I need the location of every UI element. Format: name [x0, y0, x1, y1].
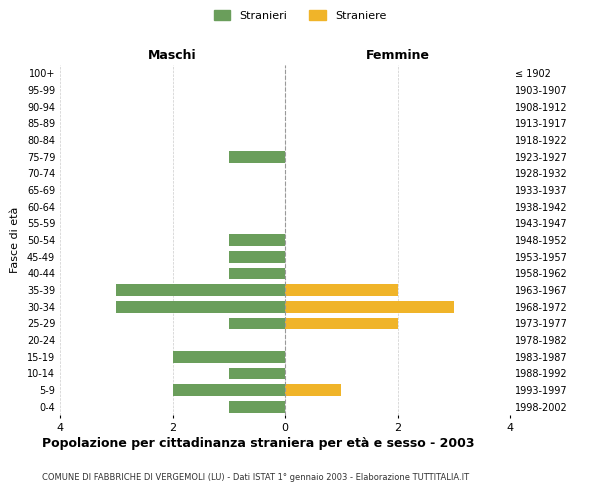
Bar: [285, 384, 341, 396]
Bar: [229, 151, 285, 162]
Bar: [173, 384, 285, 396]
Bar: [285, 318, 398, 329]
Bar: [229, 234, 285, 246]
Legend: Stranieri, Straniere: Stranieri, Straniere: [209, 6, 391, 25]
Bar: [229, 268, 285, 279]
Bar: [116, 284, 285, 296]
Bar: [229, 401, 285, 412]
Bar: [229, 251, 285, 262]
Bar: [285, 284, 398, 296]
Bar: [229, 368, 285, 379]
Text: Maschi: Maschi: [148, 48, 197, 62]
Y-axis label: Fasce di età: Fasce di età: [10, 207, 20, 273]
Text: Femmine: Femmine: [365, 48, 430, 62]
Text: COMUNE DI FABBRICHE DI VERGEMOLI (LU) - Dati ISTAT 1° gennaio 2003 - Elaborazion: COMUNE DI FABBRICHE DI VERGEMOLI (LU) - …: [42, 472, 469, 482]
Bar: [229, 318, 285, 329]
Text: Popolazione per cittadinanza straniera per età e sesso - 2003: Popolazione per cittadinanza straniera p…: [42, 438, 475, 450]
Bar: [173, 351, 285, 362]
Bar: [285, 301, 454, 312]
Bar: [116, 301, 285, 312]
